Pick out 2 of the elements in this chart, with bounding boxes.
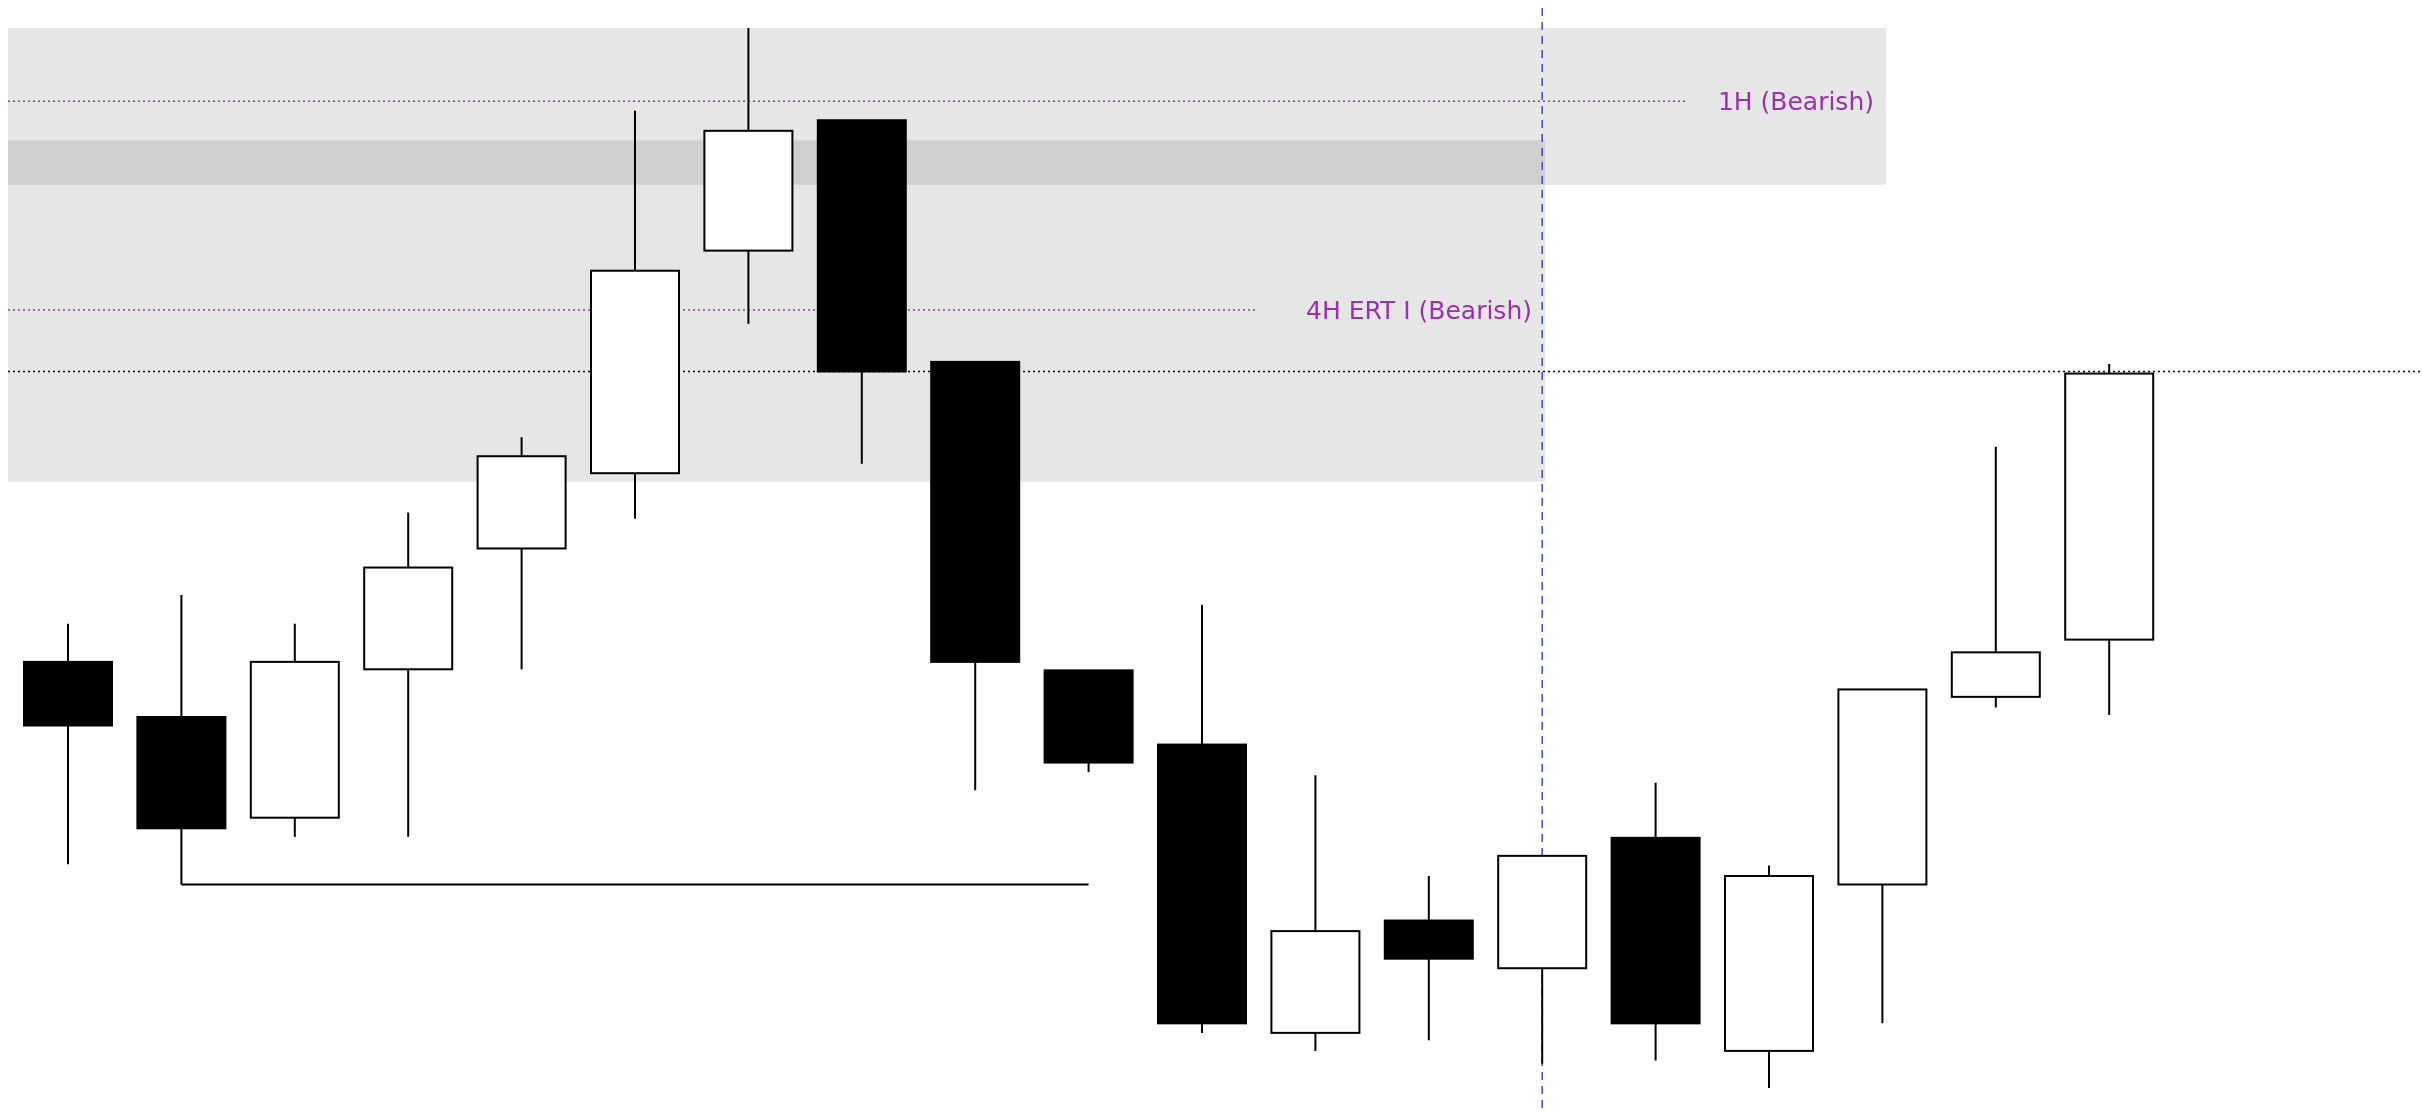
ref-line-label: 1H (Bearish) bbox=[1717, 86, 1874, 116]
ref-line-label: 4H ERT I (Bearish) bbox=[1306, 295, 1532, 325]
